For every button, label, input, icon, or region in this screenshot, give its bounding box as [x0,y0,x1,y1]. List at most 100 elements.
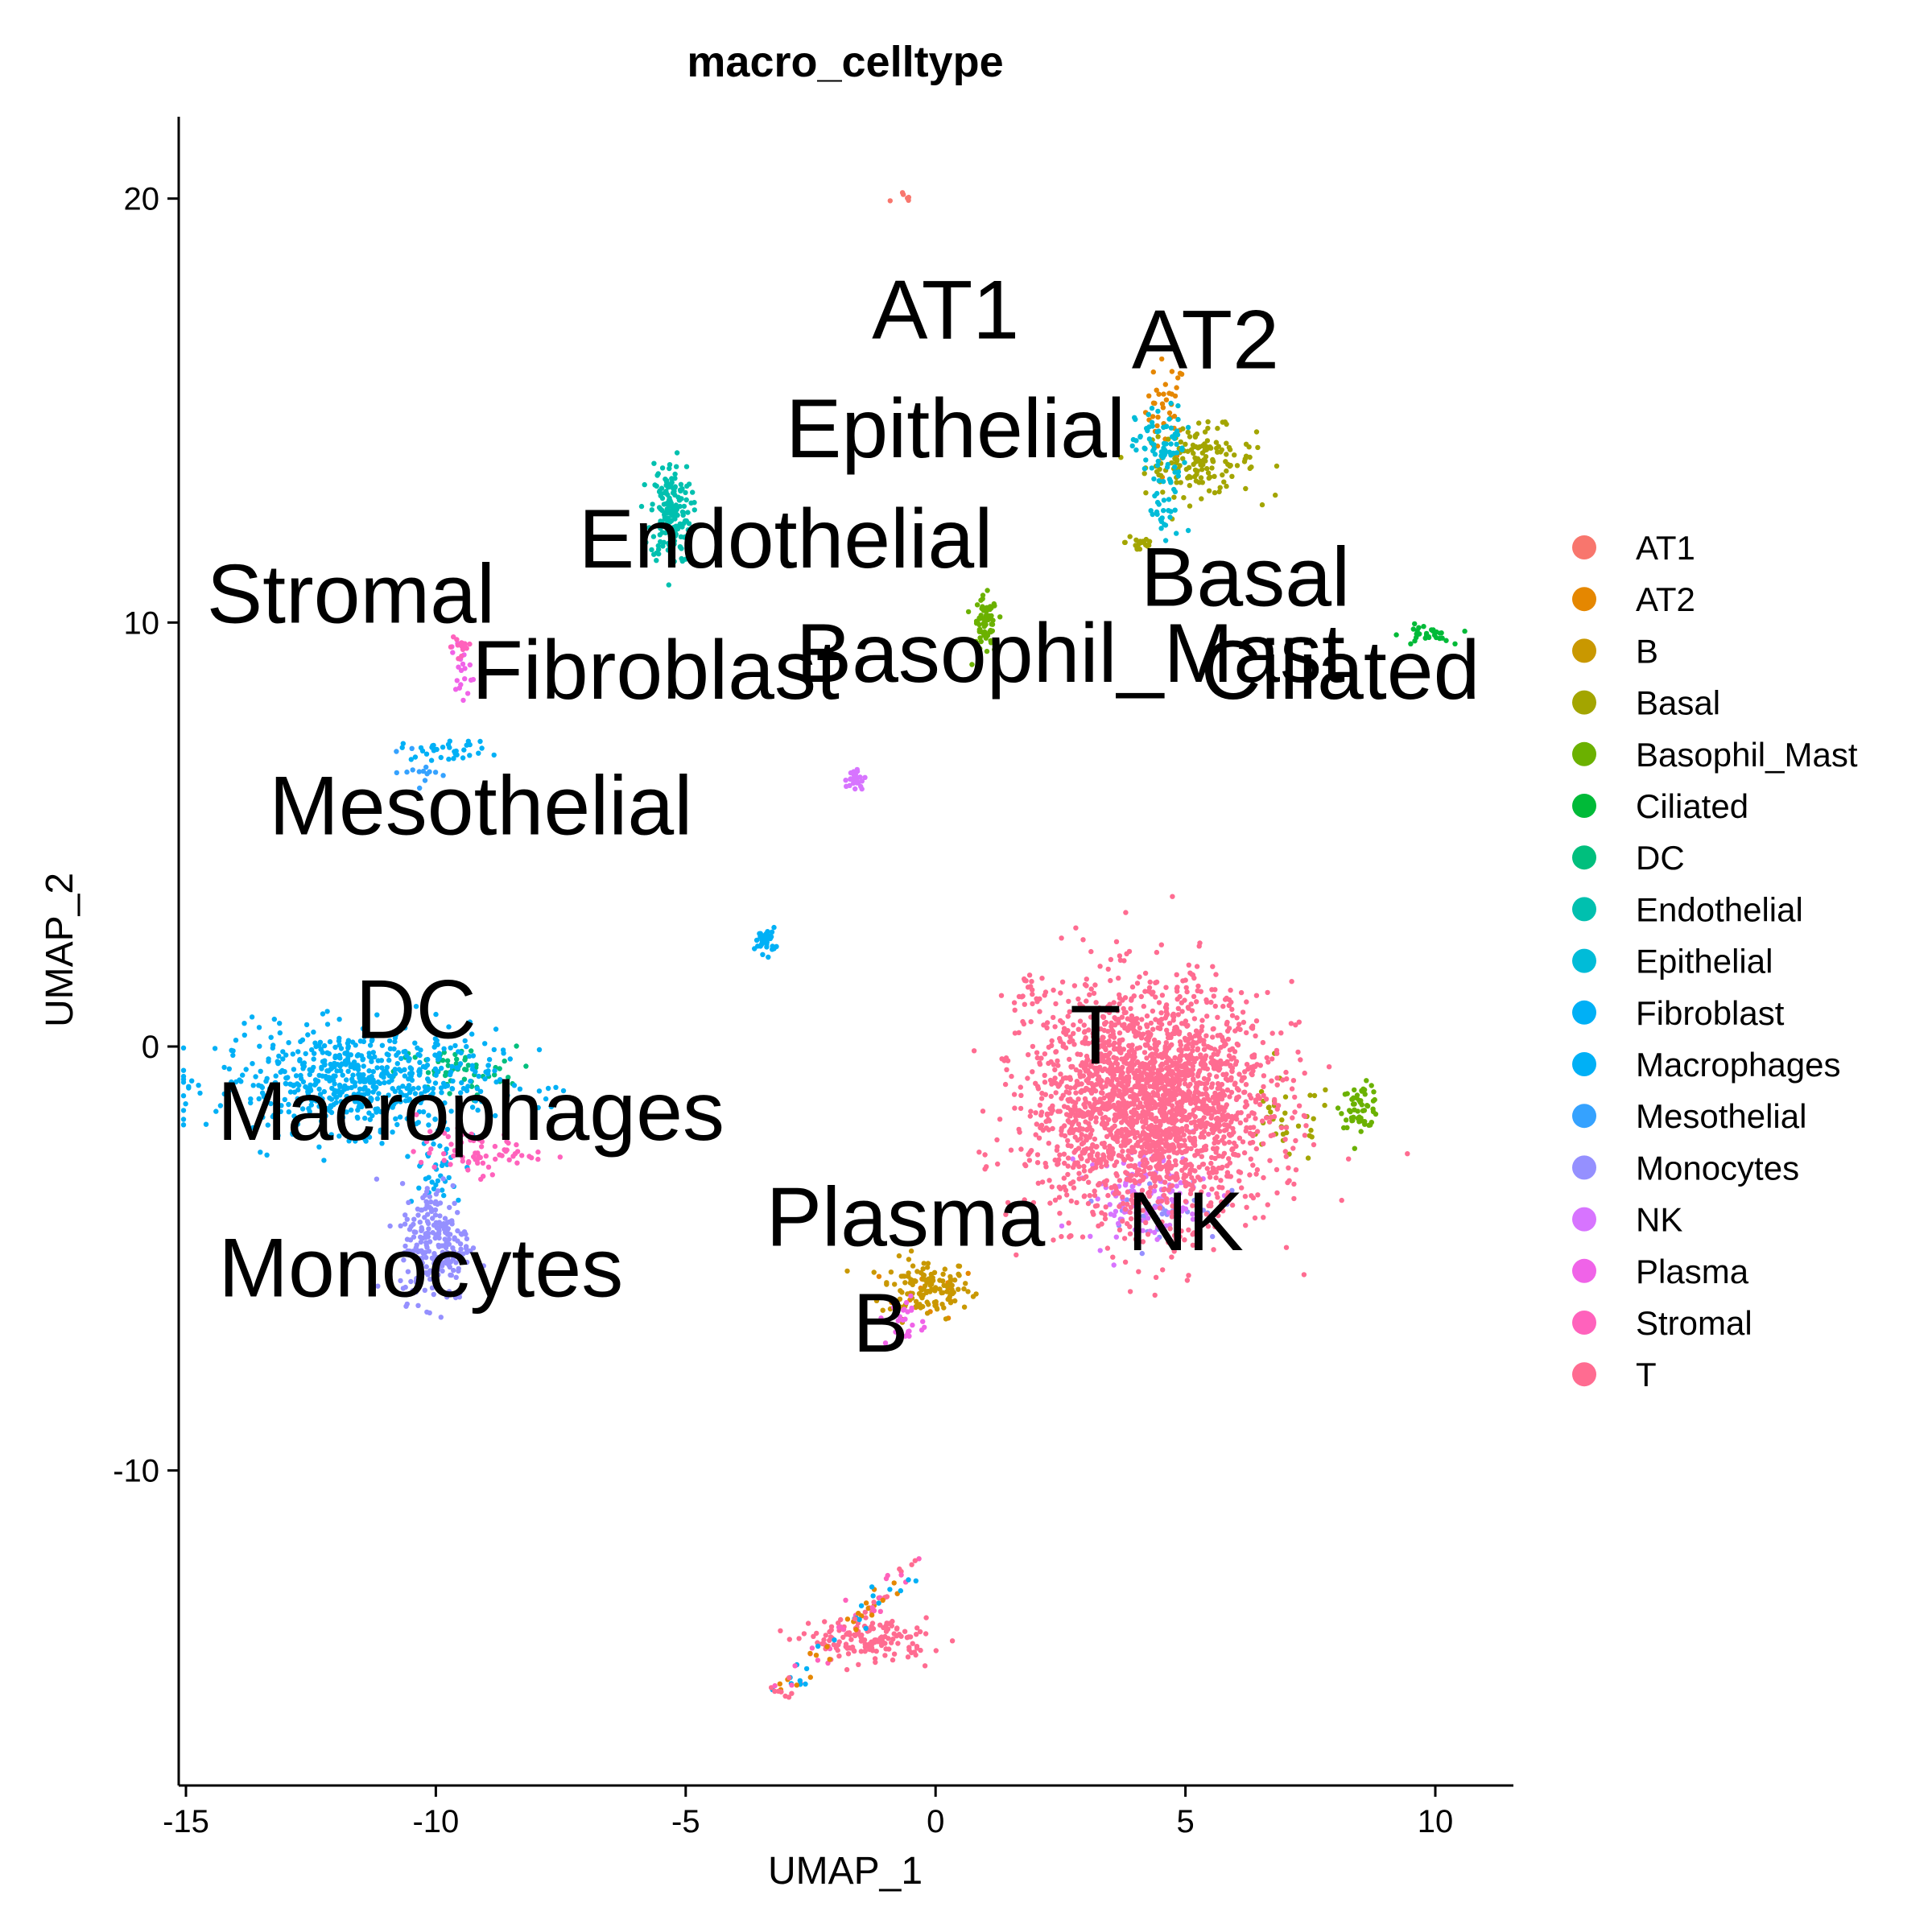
point-t [1093,1119,1099,1125]
point-t [1038,1055,1044,1061]
point-macrophages [298,1038,303,1045]
point-b [952,1298,958,1304]
point-basal [1295,1123,1302,1129]
point-t [1232,1049,1238,1055]
point-macrophages [180,1117,187,1122]
point-endothelial [649,547,654,553]
point-monocytes [398,1223,403,1229]
point-monocytes [411,1229,417,1235]
point-macrophages [398,1089,403,1096]
point-fibroblast [447,738,452,744]
point-macrophages [436,1128,441,1133]
point-b [899,1290,905,1295]
point-epithelial [1146,411,1151,417]
point-monocytes [446,1289,452,1294]
point-t [1176,1031,1182,1037]
point-t [1108,956,1114,963]
legend-label-monocytes: Monocytes [1636,1149,1799,1187]
point-endothelial [667,462,673,468]
point-nk [1151,1188,1158,1194]
point-basal [1223,459,1228,464]
point-basal [1178,439,1184,445]
point-t [1157,1071,1163,1078]
point-t [1154,1083,1159,1089]
point-t [1295,1049,1301,1055]
point-basophil_mast [969,662,975,667]
point-t [1157,1205,1163,1211]
point-plasma [462,676,468,682]
point-endothelial [686,481,692,487]
point-epithelial [1175,416,1181,423]
point-endothelial [654,483,659,489]
point-t [1179,1064,1185,1070]
point-stromal [427,1150,432,1156]
point-macrophages [405,1154,411,1159]
point-epithelial [1163,423,1170,429]
point-monocytes [451,1267,456,1274]
point-t [1096,1223,1101,1229]
point-basal [1141,471,1147,477]
point-basophil_mast [1370,1108,1377,1115]
point-t [1194,999,1199,1005]
point-trajectory [869,1584,875,1590]
point-t [1092,1136,1098,1142]
point-t [1194,1148,1200,1154]
point-basal [1143,490,1149,496]
point-t [1087,1088,1093,1093]
point-t [1113,1055,1120,1062]
point-t [1270,1132,1276,1138]
point-epithelial [1160,455,1166,460]
point-t [1139,1150,1145,1157]
point-macrophages [482,1041,488,1046]
point-t [1206,1170,1212,1176]
point-epithelial [1172,464,1178,470]
point-nk [1059,1223,1065,1229]
point-macrophages [548,1104,555,1110]
point-basophil_mast [977,626,983,633]
point-t [1067,1075,1073,1080]
point-stromal [423,1138,430,1145]
point-t [1293,1137,1298,1144]
point-t [1243,1223,1249,1228]
point-t [1182,1076,1187,1083]
point-macrophages [483,1069,489,1075]
point-trajectory [885,1572,890,1579]
point-macrophages [334,1088,340,1094]
point-macrophages [431,1141,436,1147]
cluster-label-mesothelial: Mesothelial [269,760,692,853]
point-t [1121,1009,1128,1016]
point-macrophages [493,1079,499,1085]
point-t [1181,1114,1187,1120]
point-basal [1206,488,1212,493]
point-endothelial [683,489,688,496]
point-macrophages [390,1086,395,1092]
point-t [1113,1170,1119,1177]
point-macrophages [287,1081,293,1087]
point-endothelial [680,512,686,518]
point-t [1190,1242,1196,1249]
point-t [1195,1174,1201,1180]
point-b [924,1265,931,1270]
point-t [1105,966,1111,972]
point-t [1213,1148,1219,1154]
point-t [1285,1179,1290,1186]
point-trajectory [786,1695,792,1700]
point-t [1047,1077,1054,1084]
point-macrophages [536,1046,543,1053]
point-monocytes [414,1278,419,1284]
point-endothelial [678,544,683,550]
point-plasma [895,1318,902,1323]
point-b [925,1261,931,1266]
point-t [1042,1080,1048,1085]
point-macrophages [403,1053,410,1059]
point-epithelial [1160,478,1166,485]
point-epithelial [1132,415,1137,420]
point-stromal [455,642,460,648]
point-t [1283,1125,1290,1131]
point-t [1122,1141,1128,1146]
point-t [1248,1156,1254,1162]
point-mesothelial [420,768,427,774]
point-trajectory [852,1616,858,1622]
point-macrophages [361,1079,367,1084]
point-mesothelial [412,791,418,797]
